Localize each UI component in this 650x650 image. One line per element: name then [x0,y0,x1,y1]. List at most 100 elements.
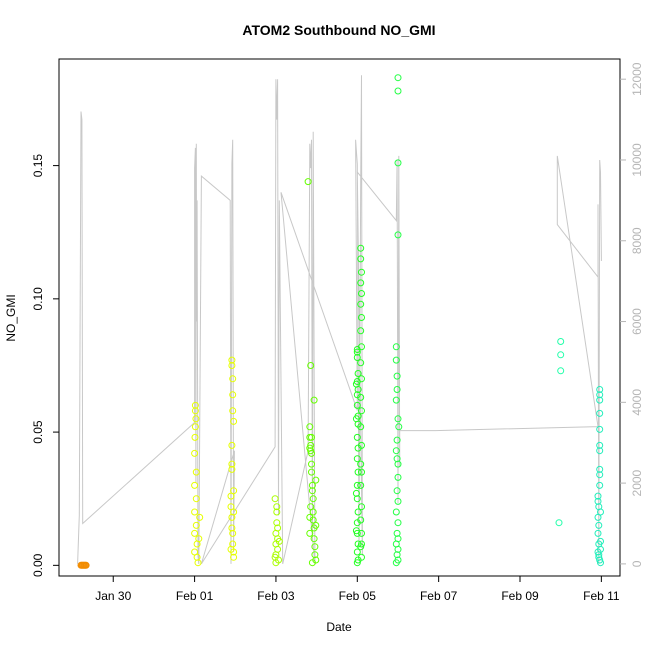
data-point [354,468,362,476]
data-point [393,436,401,444]
x-tick-label: Feb 05 [339,589,377,603]
x-tick-label: Jan 30 [95,589,131,603]
data-point [394,159,402,167]
data-point [394,87,402,95]
data-point [392,396,400,404]
data-point [358,375,365,383]
plot-area [77,74,604,569]
data-point [358,441,365,449]
data-point [358,343,365,351]
data-point [227,492,235,500]
data-point [358,290,365,297]
data-point [353,559,361,567]
data-point [229,407,237,415]
data-point [353,348,361,356]
data-point [310,396,318,404]
data-point [395,423,403,431]
x-tick-label: Feb 07 [420,589,458,603]
data-point [191,449,199,457]
x-tick-label: Feb 09 [501,589,539,603]
data-point [393,372,401,380]
data-point [596,425,604,433]
data-point [392,559,400,567]
data-point [357,393,365,401]
data-point [192,415,200,423]
data-point [358,540,365,548]
data-point [392,508,400,516]
x-axis-label: Date [326,620,352,634]
data-point [352,489,360,497]
data-point [596,409,604,417]
data-point [306,423,314,431]
data-point [596,481,604,489]
data-point [595,521,603,529]
data-point [594,497,602,505]
data-point [228,441,236,449]
data-point [311,551,319,559]
data-point [557,338,565,345]
data-point [312,521,320,529]
data-point [273,503,281,511]
y2-tick-label: 4000 [630,389,644,416]
data-point [228,356,236,364]
data-point [353,548,361,556]
data-point [274,524,282,532]
data-point [306,444,314,452]
data-point [358,268,365,276]
data-point [392,343,400,351]
data-point [191,529,199,537]
data-point [191,433,199,441]
data-point [357,516,365,524]
data-point [274,545,282,553]
data-point [358,529,365,537]
data-point [307,503,315,511]
data-point [353,481,361,489]
data-point [194,559,202,567]
data-point [596,441,604,449]
data-point [308,481,316,489]
y-tick-label: 0.00 [31,553,45,577]
data-point [308,487,316,495]
data-point [228,465,236,473]
data-point [229,391,237,399]
data-point [191,401,199,409]
data-point [230,553,238,561]
data-point [353,495,361,503]
data-point [394,519,402,527]
y-tick-label: 0.05 [31,420,45,444]
data-point [352,380,360,388]
data-point [357,244,365,252]
data-point [393,487,401,495]
data-point [308,559,316,567]
data-point [358,314,365,321]
data-point [191,508,199,516]
data-point [597,537,604,545]
data-point [192,521,200,529]
data-point [357,359,365,367]
data-point [230,417,238,425]
data-point [393,529,401,537]
data-point [596,391,604,399]
data-point [357,255,365,263]
y2-tick-label: 8000 [630,227,644,254]
data-point [191,481,199,489]
y-tick-label: 0.15 [31,154,45,178]
data-point [393,386,401,393]
data-point [597,508,604,516]
y2-tick-label: 6000 [630,308,644,335]
data-point [557,351,565,359]
data-point [308,468,315,476]
data-point [596,465,604,473]
data-point [557,367,565,375]
data-point [307,362,315,369]
y-axis-label: NO_GMI [4,294,18,341]
data-point [271,495,279,503]
data-point [229,375,237,383]
data-point [594,529,602,537]
data-point [357,423,365,431]
data-point [192,495,200,503]
data-point [229,529,237,537]
data-point [595,551,603,559]
data-point [306,513,314,521]
plot-frame [58,58,621,577]
